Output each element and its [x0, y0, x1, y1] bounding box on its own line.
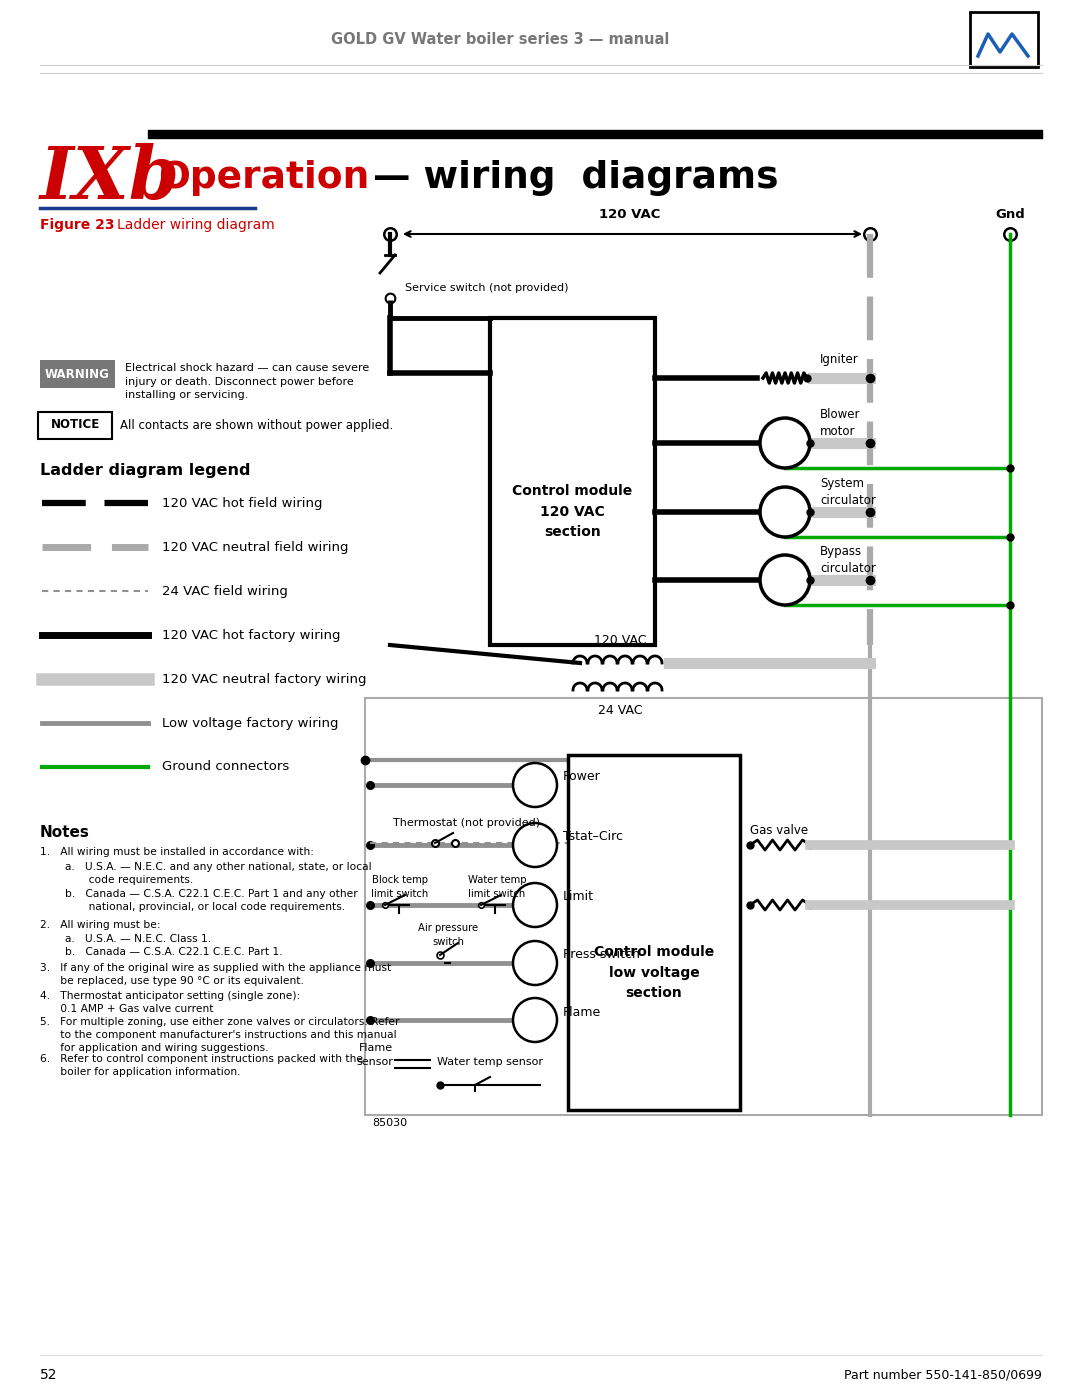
Text: Gnd: Gnd: [995, 208, 1025, 221]
Text: NOTICE: NOTICE: [51, 419, 99, 432]
Text: Notes: Notes: [40, 826, 90, 840]
Text: b.   Canada — C.S.A. C22.1 C.E.C. Part 1.: b. Canada — C.S.A. C22.1 C.E.C. Part 1.: [65, 947, 283, 957]
Text: Block temp
limit switch: Block temp limit switch: [372, 876, 429, 898]
Circle shape: [513, 823, 557, 868]
Text: Low voltage factory wiring: Low voltage factory wiring: [162, 717, 338, 729]
Text: 1.   All wiring must be installed in accordance with:: 1. All wiring must be installed in accor…: [40, 847, 314, 856]
Text: Service switch (not provided): Service switch (not provided): [405, 284, 568, 293]
Text: Power: Power: [563, 771, 600, 784]
Circle shape: [513, 883, 557, 928]
Circle shape: [513, 763, 557, 807]
Text: 120 VAC hot factory wiring: 120 VAC hot factory wiring: [162, 629, 340, 641]
FancyBboxPatch shape: [38, 412, 112, 439]
Text: Part number 550-141-850/0699: Part number 550-141-850/0699: [845, 1369, 1042, 1382]
Bar: [568, 754, 740, 1111]
Text: System
circulator: System circulator: [820, 476, 876, 507]
Text: 6.   Refer to control component instructions packed with the
      boiler for ap: 6. Refer to control component instructio…: [40, 1053, 363, 1077]
Text: Water temp sensor: Water temp sensor: [437, 1058, 543, 1067]
Text: a.   U.S.A. — N.E.C. and any other national, state, or local
       code require: a. U.S.A. — N.E.C. and any other nationa…: [65, 862, 372, 886]
Circle shape: [760, 555, 810, 605]
Text: 4.   Thermostat anticipator setting (single zone):
      0.1 AMP + Gas valve cur: 4. Thermostat anticipator setting (singl…: [40, 990, 300, 1014]
Circle shape: [760, 488, 810, 536]
Text: Bypass
circulator: Bypass circulator: [820, 545, 876, 576]
Text: WARNING: WARNING: [44, 367, 109, 380]
Text: Press switch: Press switch: [563, 949, 639, 961]
Text: Control module
low voltage
section: Control module low voltage section: [594, 944, 714, 1000]
Bar: [40, 360, 114, 388]
Text: 120 VAC neutral field wiring: 120 VAC neutral field wiring: [162, 541, 349, 553]
Bar: [970, 13, 1038, 67]
Text: b.   Canada — C.S.A. C22.1 C.E.C. Part 1 and any other
       national, provinci: b. Canada — C.S.A. C22.1 C.E.C. Part 1 a…: [65, 888, 357, 912]
Text: 120 VAC: 120 VAC: [594, 634, 646, 647]
Text: 24 VAC field wiring: 24 VAC field wiring: [162, 584, 288, 598]
Text: Electrical shock hazard — can cause severe
injury or death. Disconnect power bef: Electrical shock hazard — can cause seve…: [125, 363, 369, 400]
Text: Limit: Limit: [563, 890, 594, 904]
Bar: [490, 319, 654, 645]
Circle shape: [513, 997, 557, 1042]
Text: Tstat–Circ: Tstat–Circ: [563, 830, 623, 844]
Text: 120 VAC neutral factory wiring: 120 VAC neutral factory wiring: [162, 672, 366, 686]
Text: Ladder wiring diagram: Ladder wiring diagram: [117, 218, 274, 232]
Text: GOLD GV Water boiler series 3 — manual: GOLD GV Water boiler series 3 — manual: [330, 32, 670, 47]
Text: Blower
motor: Blower motor: [820, 408, 861, 439]
Text: Igniter: Igniter: [820, 353, 859, 366]
Bar: [365, 698, 1042, 1115]
Text: 120 VAC: 120 VAC: [599, 208, 661, 221]
Text: All contacts are shown without power applied.: All contacts are shown without power app…: [120, 419, 393, 432]
Text: Control module
120 VAC
section: Control module 120 VAC section: [512, 483, 633, 539]
Text: Thermostat (not provided): Thermostat (not provided): [393, 819, 541, 828]
Text: — wiring  diagrams: — wiring diagrams: [373, 161, 779, 196]
Circle shape: [513, 942, 557, 985]
Text: Water temp
limit switch: Water temp limit switch: [468, 876, 526, 898]
Text: Air pressure
switch: Air pressure switch: [418, 923, 478, 947]
Circle shape: [760, 418, 810, 468]
Text: IXb: IXb: [40, 142, 180, 214]
Text: Ground connectors: Ground connectors: [162, 760, 289, 774]
Text: Flame: Flame: [563, 1006, 602, 1018]
Text: 120 VAC hot field wiring: 120 VAC hot field wiring: [162, 496, 323, 510]
Text: Ladder diagram legend: Ladder diagram legend: [40, 462, 251, 478]
Text: 24 VAC: 24 VAC: [597, 704, 643, 717]
Text: 52: 52: [40, 1368, 57, 1382]
Text: Operation: Operation: [158, 161, 369, 196]
Text: 5.   For multiple zoning, use either zone valves or circulators. Refer
      to : 5. For multiple zoning, use either zone …: [40, 1017, 400, 1053]
Text: a.   U.S.A. — N.E.C. Class 1.: a. U.S.A. — N.E.C. Class 1.: [65, 935, 211, 944]
Text: 2.   All wiring must be:: 2. All wiring must be:: [40, 921, 161, 930]
Text: Flame
sensor: Flame sensor: [356, 1044, 393, 1066]
Text: Figure 23: Figure 23: [40, 218, 114, 232]
Text: Gas valve: Gas valve: [750, 823, 808, 837]
Text: 85030: 85030: [372, 1118, 407, 1127]
Text: 3.   If any of the original wire as supplied with the appliance must
      be re: 3. If any of the original wire as suppli…: [40, 963, 391, 986]
